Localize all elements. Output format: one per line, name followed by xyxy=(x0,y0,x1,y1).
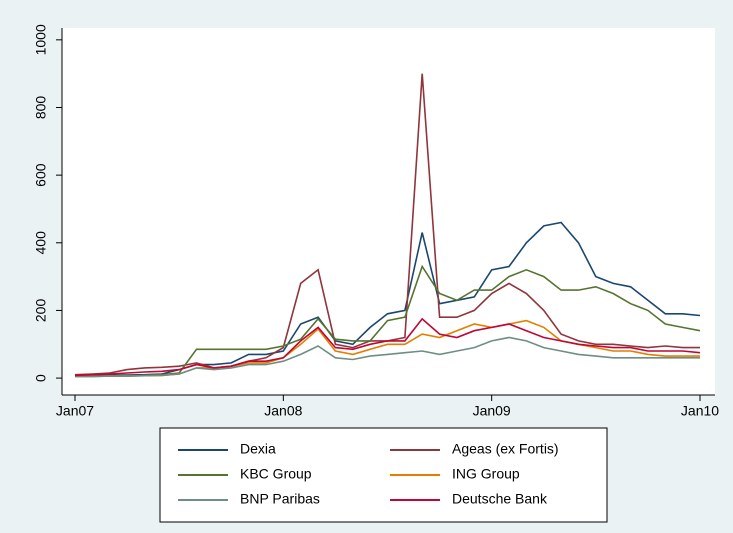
legend xyxy=(159,427,608,523)
x-tick-label: Jan10 xyxy=(681,403,719,419)
legend-label: Dexia xyxy=(240,441,276,457)
series-line xyxy=(74,317,701,377)
y-tick-label: 800 xyxy=(33,96,49,120)
legend-label: BNP Paribas xyxy=(240,491,320,507)
x-tick-label: Jan07 xyxy=(56,403,94,419)
x-tick-label: Jan08 xyxy=(264,403,302,419)
series-line xyxy=(75,336,700,378)
legend-label: KBC Group xyxy=(240,466,312,482)
legend-label: Deutsche Bank xyxy=(452,491,548,507)
series-line xyxy=(75,264,701,378)
y-tick-label: 1000 xyxy=(33,24,49,55)
legend-label: Ageas (ex Fortis) xyxy=(452,441,559,457)
plot-area xyxy=(62,28,715,395)
y-tick-label: 200 xyxy=(33,299,49,323)
y-tick-label: 600 xyxy=(33,163,49,187)
legend-label: ING Group xyxy=(452,466,520,482)
y-tick-label: 0 xyxy=(33,374,49,382)
y-tick-label: 400 xyxy=(33,231,49,255)
x-tick-label: Jan09 xyxy=(473,403,511,419)
